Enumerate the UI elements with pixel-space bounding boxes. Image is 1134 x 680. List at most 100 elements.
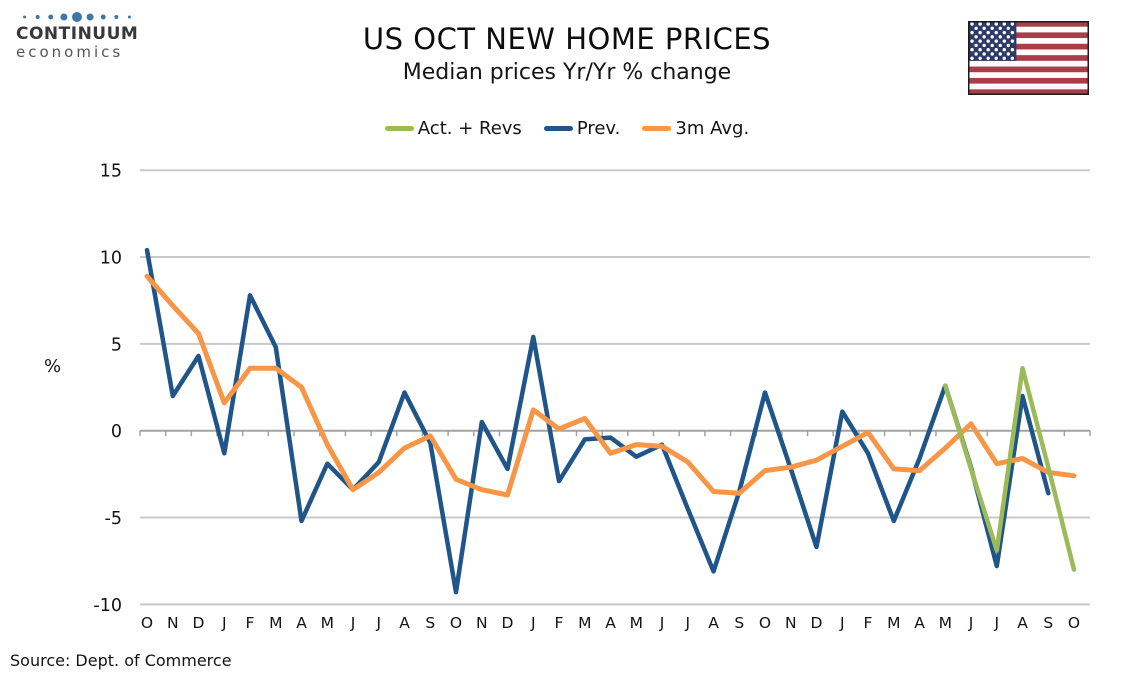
us-flag-icon bbox=[968, 21, 1089, 95]
x-axis-label: N bbox=[785, 614, 797, 632]
logo-dot bbox=[127, 15, 131, 19]
us-flag bbox=[968, 21, 1089, 99]
flag-star bbox=[970, 22, 974, 26]
flag-star bbox=[978, 39, 982, 43]
x-axis-label: D bbox=[811, 614, 823, 632]
x-axis-label: F bbox=[555, 614, 564, 632]
flag-stripe bbox=[968, 32, 1089, 39]
flag-star bbox=[1010, 48, 1015, 52]
logo-dot bbox=[100, 14, 106, 20]
x-axis-label: A bbox=[296, 614, 307, 632]
logo-dot bbox=[72, 12, 82, 22]
logo-dot bbox=[60, 13, 68, 21]
x-axis-label: O bbox=[1068, 614, 1080, 632]
flag-star bbox=[1002, 30, 1006, 35]
flag-star bbox=[990, 52, 994, 56]
flag-star bbox=[978, 56, 982, 60]
flag-star bbox=[1002, 22, 1006, 26]
x-axis-label: A bbox=[1017, 614, 1028, 632]
x-axis-label: A bbox=[914, 614, 925, 632]
flag-star bbox=[986, 39, 990, 43]
flag-star bbox=[986, 48, 990, 52]
chart-legend: Act. + Revs Prev. 3m Avg. bbox=[0, 118, 1134, 139]
x-axis-label: J bbox=[993, 614, 999, 632]
flag-star bbox=[994, 30, 998, 35]
legend-label-act-revs: Act. + Revs bbox=[417, 118, 522, 139]
flag-star bbox=[970, 30, 974, 35]
flag-star bbox=[1006, 52, 1011, 56]
flag-star bbox=[1006, 35, 1011, 39]
flag-stripe bbox=[968, 21, 1089, 27]
x-axis-label: M bbox=[578, 614, 591, 632]
logo-dot bbox=[114, 15, 119, 19]
legend-swatch-prev bbox=[543, 126, 573, 131]
flag-star bbox=[1010, 30, 1015, 35]
source-note: Source: Dept. of Commerce bbox=[10, 651, 232, 670]
flag-star bbox=[974, 26, 978, 30]
x-axis-label: O bbox=[450, 614, 462, 632]
series-line-3m-avg bbox=[144, 273, 1077, 498]
flag-star bbox=[970, 56, 974, 60]
y-axis-unit-label: % bbox=[44, 356, 62, 377]
x-axis-label: F bbox=[864, 614, 873, 632]
flag-star bbox=[982, 35, 986, 39]
x-axis-label: J bbox=[221, 614, 227, 632]
x-axis-label: S bbox=[425, 614, 435, 632]
x-axis-label: M bbox=[321, 614, 334, 632]
y-axis-label: -10 bbox=[93, 596, 122, 616]
flag-star bbox=[990, 35, 994, 39]
flag-star bbox=[994, 56, 998, 60]
legend-label-prev: Prev. bbox=[576, 118, 621, 139]
logo-brand-subname: economics bbox=[16, 42, 124, 61]
x-axis-label: D bbox=[502, 614, 514, 632]
logo-dot bbox=[35, 15, 40, 19]
flag-border bbox=[968, 21, 1089, 95]
x-axis-label: S bbox=[1043, 614, 1053, 632]
flag-star bbox=[998, 52, 1002, 56]
x-axis-label: J bbox=[659, 614, 665, 632]
x-axis-label: O bbox=[141, 614, 153, 632]
x-axis-label: O bbox=[759, 614, 771, 632]
flag-star bbox=[986, 22, 990, 26]
y-axis-label: 5 bbox=[111, 335, 122, 355]
flag-star bbox=[994, 22, 998, 26]
flag-star bbox=[974, 43, 978, 48]
flag-star bbox=[970, 39, 974, 43]
x-axis-label: J bbox=[684, 614, 690, 632]
flag-star bbox=[982, 43, 986, 48]
flag-star bbox=[986, 56, 990, 60]
x-axis-label: N bbox=[167, 614, 179, 632]
legend-item-act-revs: Act. + Revs bbox=[384, 118, 522, 139]
flag-star bbox=[978, 22, 982, 26]
legend-item-3m-avg: 3m Avg. bbox=[642, 118, 749, 139]
x-axis-label: J bbox=[839, 614, 845, 632]
flag-star bbox=[974, 35, 978, 39]
y-axis-label: 10 bbox=[100, 249, 122, 269]
flag-star bbox=[1010, 39, 1015, 43]
flag-star bbox=[978, 48, 982, 52]
flag-star bbox=[994, 39, 998, 43]
y-axis-label: 15 bbox=[100, 162, 122, 182]
flag-star bbox=[1006, 26, 1011, 30]
flag-star bbox=[978, 30, 982, 35]
x-axis-label: J bbox=[350, 614, 356, 632]
x-axis-label: N bbox=[476, 614, 488, 632]
x-axis-label: J bbox=[375, 614, 381, 632]
x-axis-label: S bbox=[734, 614, 744, 632]
flag-star bbox=[990, 26, 994, 30]
x-axis-label: M bbox=[939, 614, 952, 632]
logo-dots-icon bbox=[23, 12, 131, 22]
flag-stripe bbox=[968, 89, 1089, 95]
legend-swatch-act-revs bbox=[384, 126, 414, 131]
series-line-act-revs bbox=[943, 365, 1077, 572]
x-axis-label: M bbox=[269, 614, 282, 632]
x-axis-label: A bbox=[605, 614, 616, 632]
flag-stripe bbox=[968, 66, 1089, 73]
x-axis-label: A bbox=[708, 614, 719, 632]
flag-star bbox=[982, 52, 986, 56]
flag-star bbox=[1006, 43, 1011, 48]
flag-star bbox=[1002, 48, 1006, 52]
flag-star bbox=[986, 30, 990, 35]
